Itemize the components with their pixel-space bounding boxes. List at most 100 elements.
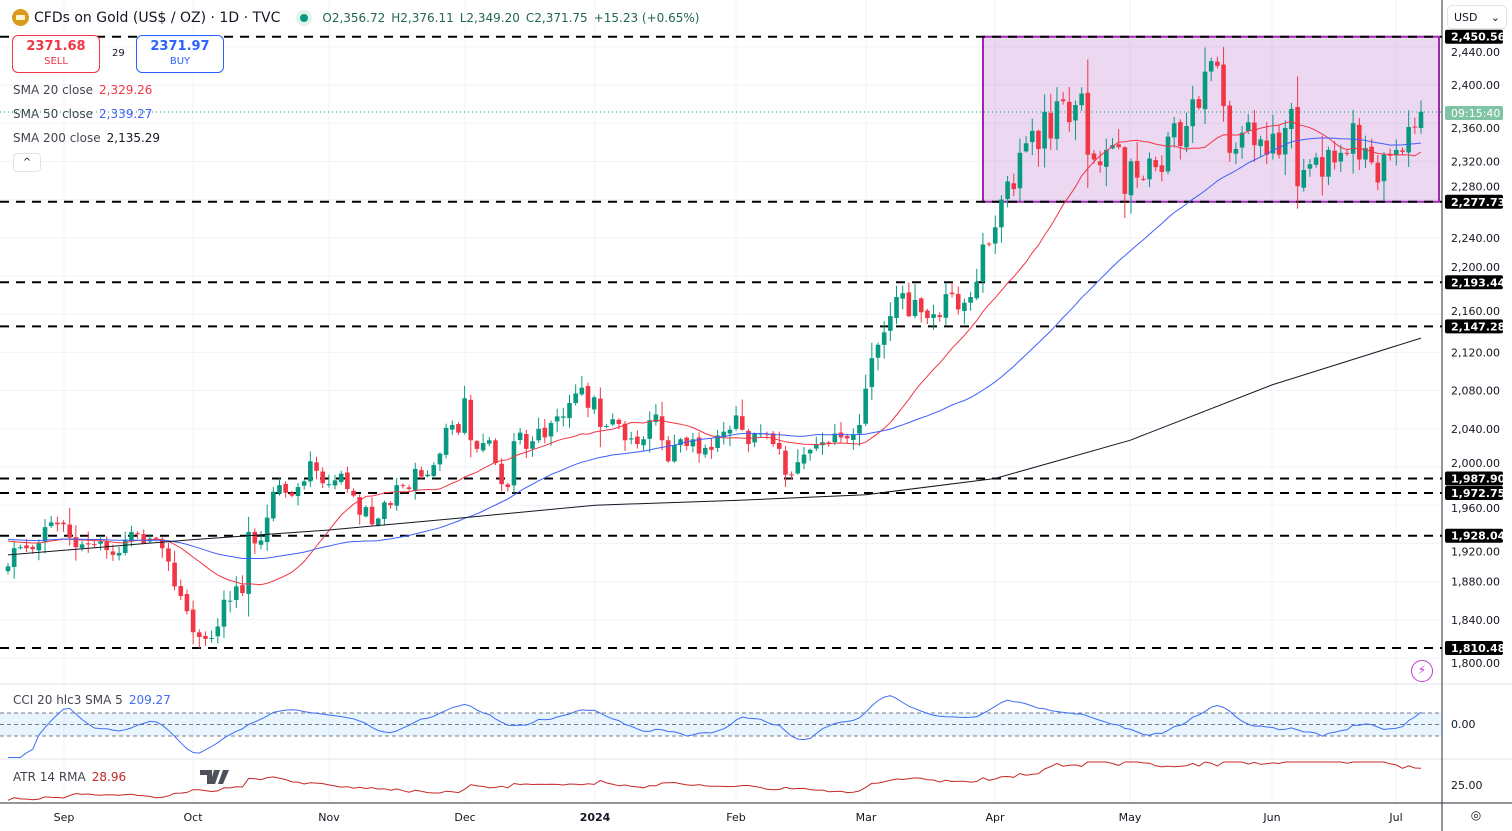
time-tick-label: Apr [985, 811, 1005, 824]
legend-cci[interactable]: CCI 20 hlc3 SMA 5 209.27 [13, 693, 171, 707]
candle-body [1017, 152, 1023, 189]
candle-body [449, 424, 455, 430]
candle-body [1054, 101, 1060, 139]
candle-body [949, 292, 955, 295]
countdown-label: 09:15:40 [1451, 107, 1500, 120]
spread: 29 [112, 48, 125, 59]
candle-body [92, 544, 97, 546]
legend-sma50[interactable]: SMA 50 close 2,339.27 [13, 107, 153, 121]
legend-sma20[interactable]: SMA 20 close 2,329.26 [13, 83, 153, 97]
candle-body [795, 462, 801, 474]
candle-body [1011, 183, 1017, 190]
candle-body [776, 443, 782, 449]
candle-body [468, 399, 474, 441]
candle-body [462, 398, 467, 433]
candle-body [591, 397, 597, 410]
candle-body [702, 447, 708, 455]
candle-body [1122, 147, 1128, 194]
candle-body [789, 474, 794, 476]
candle-body [918, 298, 924, 313]
candle-body [635, 436, 640, 445]
candle-body [598, 398, 603, 427]
price-tick-label: 2,200.00 [1451, 261, 1500, 274]
candle-body [431, 465, 437, 476]
candle-body [678, 439, 683, 446]
price-tick-label: 2,280.00 [1451, 181, 1500, 194]
candle-body [30, 546, 35, 550]
candle-body [1036, 130, 1041, 149]
candle-body [1387, 154, 1393, 156]
candle-body [585, 386, 591, 408]
candle-body [1221, 64, 1226, 107]
eye-icon[interactable]: ◎ [1470, 808, 1482, 822]
candle-body [1307, 164, 1313, 169]
candle-body [567, 403, 572, 419]
candle-body [1153, 160, 1158, 168]
legend-atr[interactable]: ATR 14 RMA 28.96 [13, 770, 127, 784]
lightning-icon[interactable]: ⚡ [1411, 660, 1433, 682]
candle-body [1381, 154, 1387, 182]
candle-body [1301, 169, 1307, 188]
level-price-label: 2,147.28 [1451, 320, 1505, 333]
candle-body [227, 600, 233, 602]
candle-body [141, 534, 147, 544]
collapse-legend-button[interactable]: ^ [13, 153, 41, 172]
candle-body [301, 481, 307, 486]
candle-body [486, 440, 492, 444]
candle-body [1104, 149, 1109, 167]
candle-body [104, 541, 110, 551]
candle-body [943, 294, 949, 318]
price-tick-label: 2,240.00 [1451, 232, 1500, 245]
candle-body [1190, 99, 1195, 127]
candle-body [653, 414, 659, 422]
candle-body [394, 485, 400, 506]
price-tick-label: 1,960.00 [1451, 502, 1500, 515]
candle-body [851, 434, 856, 440]
candle-body [480, 443, 486, 451]
candle-body [116, 552, 122, 556]
candle-body [548, 423, 554, 437]
candle-body [628, 438, 634, 440]
candle-body [1338, 152, 1344, 162]
candle-body [1159, 165, 1165, 172]
candle-body [85, 543, 91, 545]
candle-body [1085, 92, 1091, 155]
candle-body [406, 487, 412, 489]
level-price-label: 1,810.48 [1451, 642, 1505, 655]
candle-body [524, 433, 529, 449]
candle-body [690, 439, 696, 447]
candle-body [968, 297, 973, 303]
candle-body [369, 506, 375, 525]
candle-body [622, 423, 628, 441]
candle-body [351, 490, 356, 496]
candle-body [1196, 99, 1202, 108]
candle-body [814, 444, 819, 449]
legend-sma200[interactable]: SMA 200 close 2,135.29 [13, 131, 161, 145]
level-price-label-bg [1445, 528, 1503, 543]
buy-button[interactable]: 2371.97 BUY [136, 35, 224, 73]
candle-body [55, 522, 60, 525]
candle-body [1313, 157, 1319, 165]
candle-body [1394, 149, 1399, 155]
cci-line [8, 695, 1422, 758]
sell-button[interactable]: 2371.68 SELL [12, 35, 100, 73]
candle-body [962, 302, 967, 312]
currency-select[interactable]: USD ⌄ [1447, 5, 1507, 29]
candle-body [1245, 122, 1251, 131]
level-price-label: 2,277.73 [1451, 196, 1505, 209]
candle-body [1375, 162, 1381, 183]
candle-body [24, 545, 29, 549]
candle-body [1227, 105, 1233, 153]
candle-body [536, 428, 541, 441]
candle-body [400, 485, 406, 487]
price-tick-label: 1,880.00 [1451, 576, 1500, 589]
price-tick-label: 2,360.00 [1451, 122, 1500, 135]
candle-body [474, 441, 480, 449]
level-price-label-bg [1445, 486, 1503, 501]
candle-body [283, 483, 288, 493]
candle-body [647, 420, 653, 439]
candle-body [135, 533, 140, 535]
symbol-title[interactable]: CFDs on Gold (US$ / OZ) · 1D · TVC [34, 9, 281, 26]
candle-body [215, 626, 221, 637]
